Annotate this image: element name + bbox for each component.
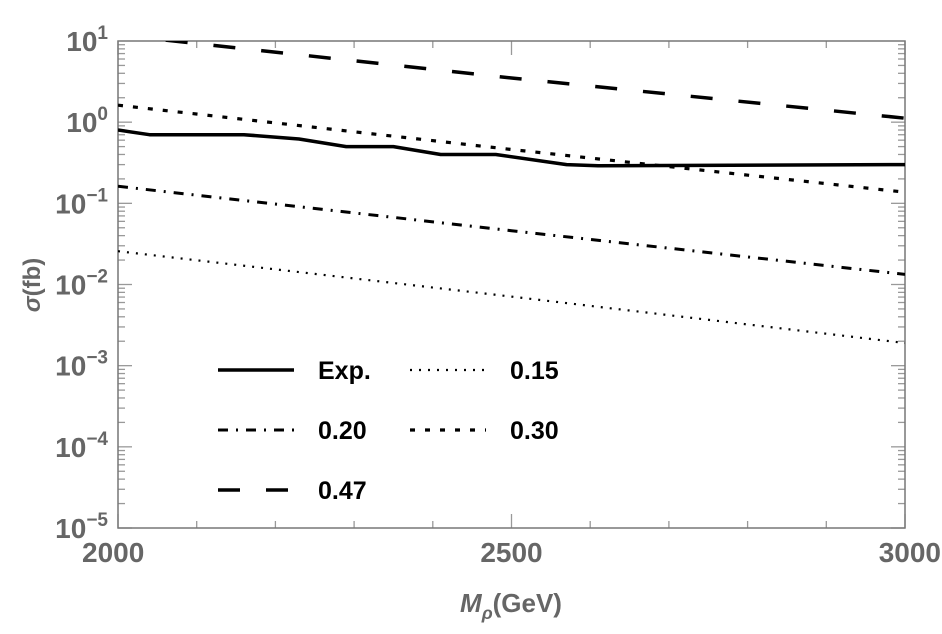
y-tick-label: 10−4 <box>55 429 108 463</box>
series-line-030 <box>118 103 905 194</box>
y-tick-label: 100 <box>66 104 108 138</box>
plot-frame <box>117 40 906 529</box>
y-axis-label: σ(fb) <box>19 258 46 313</box>
y-tick-label: 10−3 <box>55 348 108 382</box>
legend-label: 0.20 <box>318 417 367 445</box>
y-tick-label: 10−2 <box>55 267 108 301</box>
series-line-015 <box>118 250 905 345</box>
x-tick-labels: 2000 2500 3000 <box>82 537 941 568</box>
legend: Exp. 0.15 0.20 0.30 0.47 <box>218 357 559 505</box>
y-tick-labels: 101 100 10−1 10−2 10−3 10−4 10−5 <box>55 23 108 544</box>
series-line-Exp <box>118 128 905 168</box>
x-axis-label: Mρ(GeV) <box>460 588 562 623</box>
legend-label: 0.47 <box>318 477 367 505</box>
y-tick-label: 101 <box>66 23 108 57</box>
legend-label: Exp. <box>318 357 371 385</box>
legend-label: 0.15 <box>510 357 559 385</box>
x-tick-label: 2000 <box>82 537 144 568</box>
x-tick-label: 2500 <box>480 537 542 568</box>
y-tick-label: 10−5 <box>55 510 108 544</box>
axis-ticks <box>117 41 906 529</box>
x-tick-label: 3000 <box>879 537 941 568</box>
legend-label: 0.30 <box>510 417 559 445</box>
series-group <box>118 41 905 345</box>
series-line-020 <box>118 184 905 276</box>
y-tick-label: 10−1 <box>55 185 108 219</box>
series-line-047 <box>157 41 905 120</box>
